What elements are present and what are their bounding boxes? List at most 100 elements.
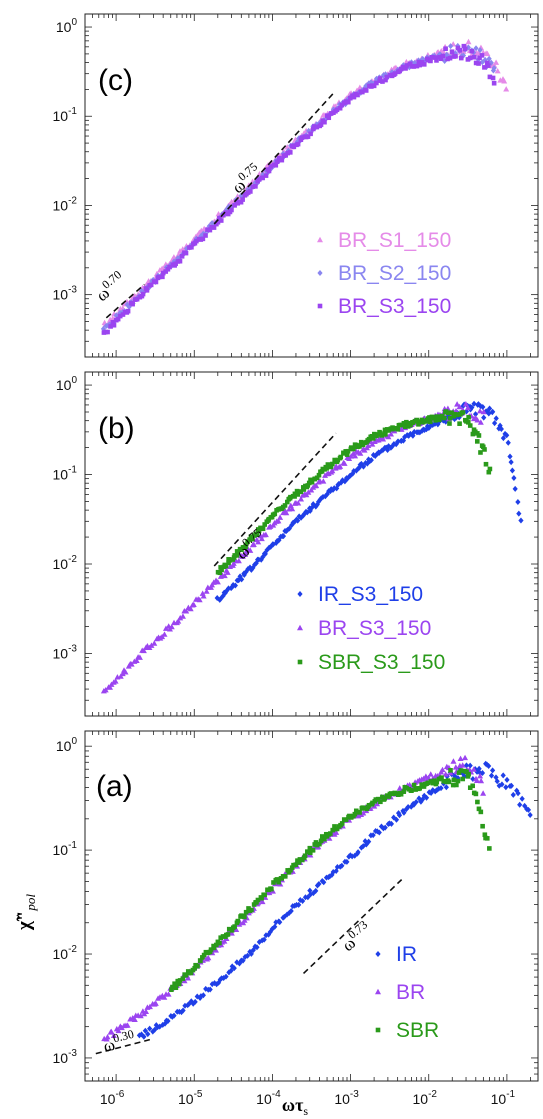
data-point	[357, 444, 362, 449]
data-point	[328, 111, 334, 116]
data-point	[380, 79, 385, 84]
data-point	[365, 456, 372, 463]
data-point	[242, 549, 249, 555]
data-point	[262, 522, 268, 527]
y-tick-label: 10-3	[53, 1048, 78, 1066]
data-point	[467, 762, 473, 769]
data-point	[510, 791, 516, 798]
y-tick-label: 10-1	[53, 840, 78, 858]
data-point	[214, 579, 221, 585]
data-point	[486, 410, 492, 417]
data-point	[434, 787, 440, 794]
data-point	[512, 485, 518, 492]
data-point	[200, 992, 206, 999]
data-point	[279, 157, 285, 163]
data-point	[177, 978, 183, 983]
data-point	[377, 430, 383, 436]
data-point	[328, 831, 333, 836]
data-point	[232, 203, 237, 208]
data-point	[477, 47, 483, 54]
data-point	[334, 864, 341, 871]
y-axis-label-main: χ̃"	[14, 911, 35, 931]
data-point	[434, 414, 440, 419]
slope-annotation-exp: 0.30	[112, 1027, 136, 1046]
data-point	[498, 425, 504, 432]
data-point	[250, 541, 257, 547]
data-point	[482, 56, 488, 63]
y-axis-label-sub: pol	[23, 894, 38, 912]
x-tick-label: 10-1	[491, 1089, 516, 1107]
x-tick-label: 10-2	[412, 1089, 437, 1107]
data-point	[108, 324, 113, 329]
data-point	[177, 258, 183, 264]
data-point	[457, 47, 463, 53]
data-point	[207, 949, 213, 955]
x-tick-base: 10	[100, 1091, 116, 1107]
plot-frame	[84, 371, 539, 717]
data-point	[330, 827, 336, 833]
data-point	[306, 127, 312, 134]
x-tick-label: 10-5	[178, 1089, 203, 1107]
data-point	[243, 909, 249, 915]
y-tick-base: 10	[53, 197, 69, 213]
data-point	[470, 775, 476, 782]
data-point	[525, 806, 532, 813]
legend-label: BR_S2_150	[338, 262, 451, 285]
data-point	[404, 419, 409, 425]
data-point	[358, 439, 364, 445]
y-tick-label: 100	[56, 736, 78, 754]
data-point	[337, 463, 344, 469]
x-axis-label: ωτs	[282, 1095, 308, 1118]
data-point	[339, 102, 345, 108]
x-tick-label: 10-6	[100, 1089, 125, 1107]
data-point	[262, 892, 267, 898]
data-point	[294, 488, 300, 494]
data-point	[276, 879, 281, 885]
data-point	[105, 329, 110, 335]
data-point	[407, 61, 413, 67]
data-point	[180, 1007, 186, 1014]
data-point	[418, 798, 424, 805]
data-point	[421, 784, 427, 789]
data-point	[433, 418, 438, 423]
data-point	[479, 53, 485, 58]
data-point	[226, 560, 231, 566]
data-point	[325, 470, 332, 477]
data-point	[387, 431, 394, 437]
data-point	[250, 184, 256, 189]
data-point	[314, 842, 320, 848]
data-point	[462, 46, 468, 52]
data-point	[450, 782, 456, 788]
data-point	[309, 479, 315, 485]
data-point	[319, 834, 325, 839]
data-point	[299, 857, 305, 863]
data-point	[263, 173, 269, 178]
data-point	[464, 769, 469, 775]
data-point	[449, 49, 455, 55]
data-point	[324, 491, 330, 498]
panel-label: (c)	[98, 64, 133, 97]
y-tick-base: 10	[53, 108, 69, 124]
data-point	[295, 492, 301, 497]
data-point	[477, 772, 484, 779]
data-point	[108, 1028, 115, 1035]
data-point	[111, 322, 117, 328]
data-point	[173, 985, 179, 991]
data-point	[215, 219, 221, 225]
data-point	[428, 422, 434, 429]
data-point	[339, 477, 346, 484]
plot-frame	[84, 13, 539, 358]
y-tick-label: 10-3	[53, 285, 78, 303]
data-point	[467, 55, 473, 61]
series-BR_S3_150	[100, 401, 487, 694]
data-point	[428, 789, 434, 796]
data-point	[200, 593, 207, 599]
data-point	[321, 879, 327, 886]
data-point	[248, 189, 253, 194]
legend-label: BR_S3_150	[318, 617, 431, 640]
data-point	[333, 829, 340, 835]
data-point	[298, 514, 304, 521]
data-point	[413, 798, 419, 805]
data-point	[404, 63, 410, 68]
data-point	[179, 254, 185, 259]
